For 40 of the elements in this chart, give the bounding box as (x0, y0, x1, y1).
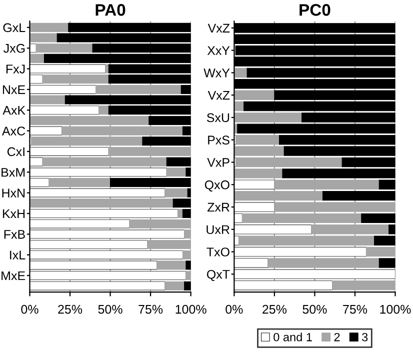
chart-title: PC0 (300, 4, 330, 16)
x-tick-label: 0% (226, 304, 243, 314)
y-tick-label: IxL (10, 250, 26, 260)
x-tick-label: 0% (21, 304, 38, 314)
x-tick-label: 50% (98, 304, 122, 314)
x-tick-label: 25% (58, 304, 82, 314)
y-tick-label: FxB (4, 230, 25, 239)
y-tick-label: SxU (206, 113, 230, 122)
legend-label: 2 (334, 332, 340, 342)
y-tick-label: JxG (4, 44, 25, 53)
y-tick-label: QxT (206, 270, 230, 282)
y-tick-label: UxR (206, 225, 230, 234)
y-tick-label: TxO (206, 248, 230, 256)
y-tick-label: VxZ (208, 24, 230, 32)
legend-label: 0 and 1 (274, 332, 312, 342)
y-tick-label: AxK (2, 106, 26, 115)
y-tick-label: VxP (207, 158, 230, 167)
x-tick-label: 75% (138, 304, 163, 314)
x-tick-label: 25% (262, 304, 287, 314)
y-tick-label: NxE (2, 85, 26, 94)
y-tick-label: HxN (2, 188, 25, 198)
y-tick-label: VxZ (208, 91, 230, 100)
x-tick-label: 75% (343, 304, 368, 314)
y-tick-label: KxH (2, 209, 25, 218)
x-tick-label: 100% (380, 304, 411, 314)
y-tick-label: FxJ (6, 64, 25, 74)
y-tick-label: WxY (204, 68, 230, 78)
x-tick-label: 50% (302, 304, 327, 314)
y-tick-label: MxE (2, 271, 26, 280)
x-tick-label: 100% (176, 304, 206, 314)
y-tick-label: ZxR (207, 202, 230, 212)
y-tick-label: AxC (2, 126, 26, 136)
y-tick-label: BxM (2, 168, 25, 177)
y-tick-label: GxL (3, 23, 26, 32)
y-tick-label: PxS (208, 136, 230, 145)
chart-title: PA0 (96, 4, 126, 16)
y-tick-label: XxY (207, 46, 230, 55)
y-tick-label: QxO (204, 180, 230, 192)
legend-label: 3 (362, 332, 368, 342)
y-tick-label: CxI (7, 147, 24, 156)
